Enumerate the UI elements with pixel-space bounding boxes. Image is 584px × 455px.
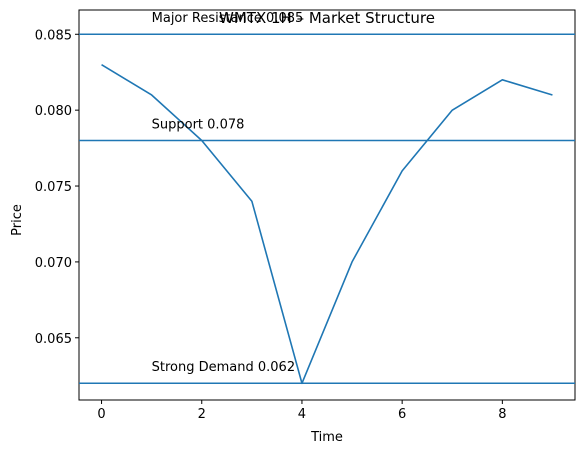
x-axis-label: Time bbox=[310, 430, 343, 445]
y-axis-ticks: 0.065 0.070 0.075 0.080 0.085 bbox=[35, 28, 79, 347]
y-tick-label-0: 0.065 bbox=[35, 332, 72, 347]
x-tick-label-2: 4 bbox=[298, 407, 306, 422]
x-axis-ticks: 0 2 4 6 8 bbox=[97, 400, 506, 422]
y-tick-label-1: 0.070 bbox=[35, 256, 72, 271]
chart-title: WMTX 1H – Market Structure bbox=[219, 9, 435, 27]
x-tick-label-0: 0 bbox=[97, 407, 105, 422]
x-tick-label-4: 8 bbox=[498, 407, 506, 422]
x-tick-label-3: 6 bbox=[398, 407, 406, 422]
annotations: Major Resistance 0.085 Support 0.078 Stron… bbox=[152, 11, 304, 375]
annotation-2: Strong Demand 0.062 bbox=[152, 360, 295, 375]
reference-lines bbox=[79, 33, 575, 385]
plot-frame bbox=[78, 9, 576, 401]
y-tick-label-2: 0.075 bbox=[35, 180, 72, 195]
y-tick-label-3: 0.080 bbox=[35, 104, 72, 119]
y-tick-label-4: 0.085 bbox=[35, 28, 72, 43]
annotation-0: Major Resistance 0.085 bbox=[152, 11, 304, 26]
x-tick-label-1: 2 bbox=[198, 407, 206, 422]
series-line-0 bbox=[101, 63, 553, 385]
annotation-1: Support 0.078 bbox=[152, 117, 245, 132]
y-axis-label: Price bbox=[10, 204, 25, 236]
series-group bbox=[101, 63, 553, 385]
